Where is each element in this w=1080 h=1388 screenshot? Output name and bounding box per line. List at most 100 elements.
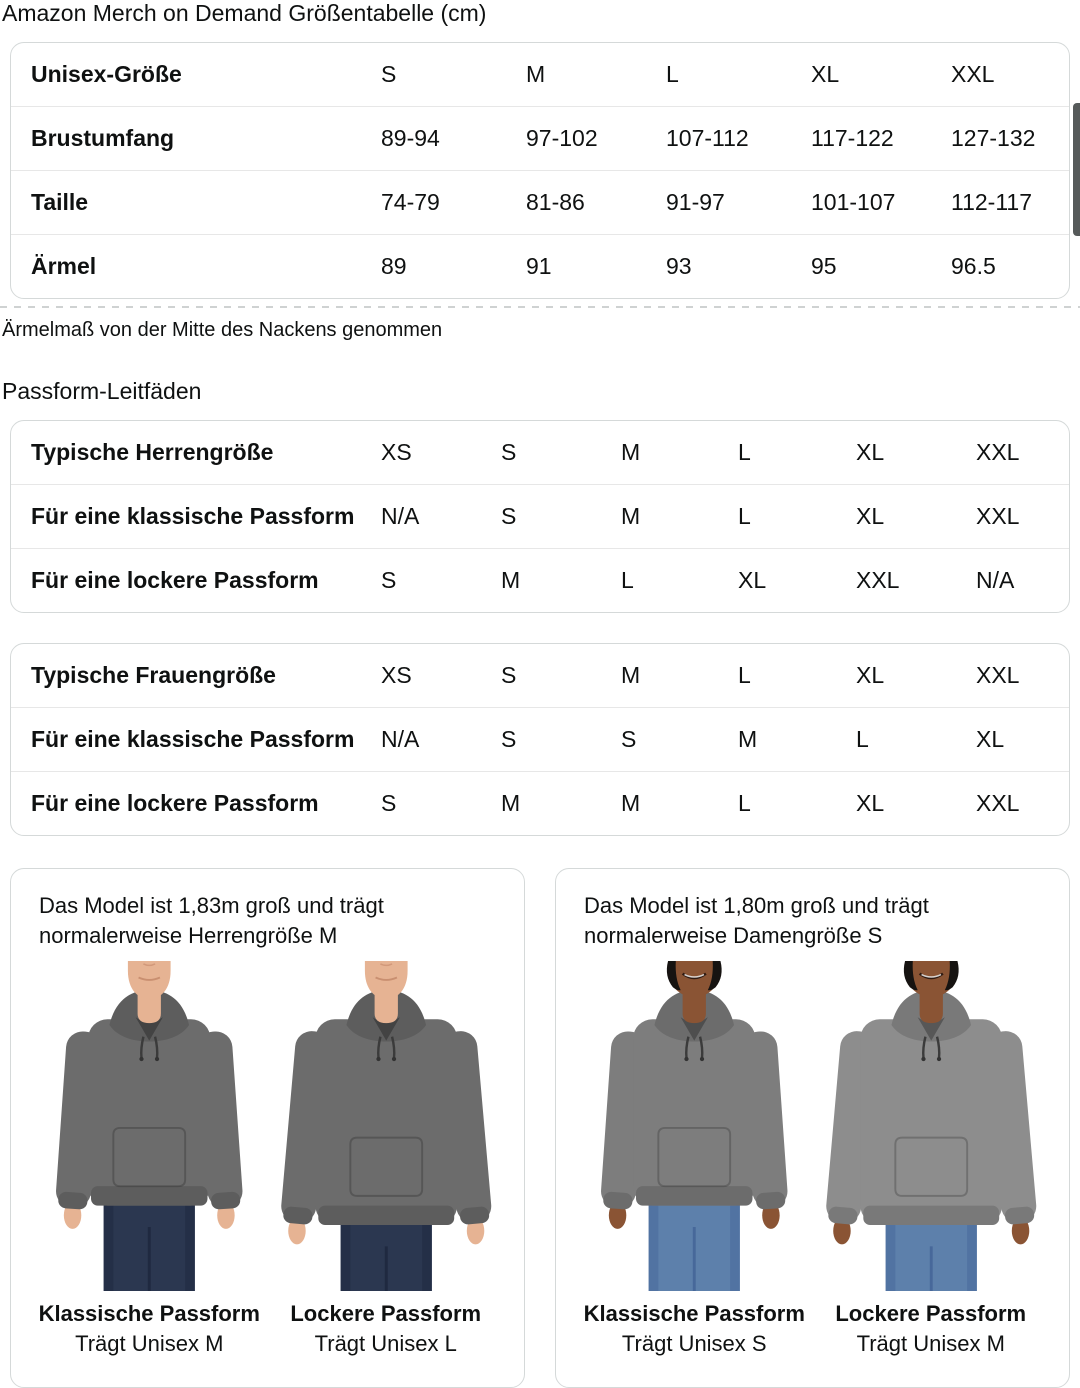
size-cell: L (738, 662, 751, 688)
model-figure: Lockere Passform Trägt Unisex M (813, 961, 1050, 1359)
size-cell: XL (856, 662, 885, 688)
size-worn-label: Trägt Unisex S (621, 1331, 767, 1356)
table-row: Taille 74-79 81-86 91-97 101-107 112-117 (11, 171, 1069, 235)
size-cell: L (738, 790, 751, 816)
model-description: Das Model ist 1,83m groß und trägt norma… (39, 893, 384, 948)
mens-fit-table: Typische Herrengröße XS S M L XL XXL Für… (10, 420, 1070, 613)
size-cell: XL (856, 503, 885, 529)
fit-label: Klassische Passform (38, 1301, 260, 1326)
size-cell: 91 (526, 253, 552, 279)
size-cell: L (738, 439, 751, 465)
model-photo-classic (31, 961, 268, 1291)
fit-guides-heading: Passform-Leitfäden (2, 378, 202, 404)
size-worn-label: Trägt Unisex M (75, 1331, 224, 1356)
size-cell: S (501, 726, 517, 752)
table-row: Für eine klassische Passform N/A S M L X… (11, 485, 1069, 549)
size-cell: M (621, 439, 641, 465)
size-cell: L (856, 726, 869, 752)
size-cell: 93 (666, 253, 692, 279)
size-cell: M (621, 662, 641, 688)
size-cell: XXL (951, 61, 995, 87)
size-worn-label: Trägt Unisex M (856, 1331, 1005, 1356)
table-row: Typische Frauengröße XS S M L XL XXL (11, 644, 1069, 708)
table-row: Typische Herrengröße XS S M L XL XXL (11, 421, 1069, 485)
size-worn-label: Trägt Unisex L (314, 1331, 457, 1356)
row-label: Typische Frauengröße (31, 662, 276, 688)
row-label: Taille (31, 189, 89, 215)
mens-model-card: Das Model ist 1,83m groß und trägt norma… (10, 868, 525, 1388)
size-cell: 97-102 (526, 125, 598, 151)
table-row: Für eine klassische Passform N/A S S M L… (11, 708, 1069, 772)
dashed-divider (0, 306, 1080, 308)
size-cell: S (381, 61, 397, 87)
size-cell: 96.5 (951, 253, 996, 279)
size-cell: L (666, 61, 679, 87)
model-photo-loose (813, 961, 1050, 1291)
table-row: Unisex-Größe S M L XL XXL (11, 43, 1069, 107)
size-cell: M (501, 567, 521, 593)
size-cell: L (621, 567, 634, 593)
size-cell: 95 (811, 253, 837, 279)
size-cell: N/A (381, 726, 420, 752)
row-label: Ärmel (31, 253, 97, 279)
model-figure: Klassische Passform Trägt Unisex M (31, 961, 268, 1359)
size-cell: XXL (976, 503, 1020, 529)
womens-model-card: Das Model ist 1,80m groß und trägt norma… (555, 868, 1070, 1388)
fit-label: Lockere Passform (835, 1301, 1027, 1326)
row-label: Für eine lockere Passform (31, 790, 319, 816)
row-label: Für eine klassische Passform (31, 503, 355, 529)
row-label: Unisex-Größe (31, 61, 182, 87)
size-cell: XL (856, 790, 885, 816)
model-photo-classic (576, 961, 813, 1291)
unisex-size-table: Unisex-Größe S M L XL XXL Brustumfang 89… (10, 42, 1070, 299)
size-cell: M (738, 726, 758, 752)
size-cell: 89 (381, 253, 407, 279)
fit-label: Klassische Passform (583, 1301, 805, 1326)
size-cell: M (526, 61, 546, 87)
table-row: Brustumfang 89-94 97-102 107-112 117-122… (11, 107, 1069, 171)
size-cell: XXL (976, 790, 1020, 816)
size-cell: S (381, 567, 397, 593)
size-cell: XL (976, 726, 1005, 752)
size-cell: XS (381, 662, 412, 688)
size-cell: 91-97 (666, 189, 725, 215)
sleeve-measure-note: Ärmelmaß von der Mitte des Nackens genom… (2, 319, 443, 341)
model-photo-loose (268, 961, 505, 1291)
row-label: Für eine klassische Passform (31, 726, 355, 752)
vertical-scrollbar-thumb[interactable] (1073, 103, 1080, 236)
size-cell: S (381, 790, 397, 816)
size-cell: XXL (976, 662, 1020, 688)
size-cell: S (501, 439, 517, 465)
size-cell: S (501, 662, 517, 688)
size-cell: M (621, 790, 641, 816)
size-cell: 89-94 (381, 125, 440, 151)
row-label: Typische Herrengröße (31, 439, 274, 465)
size-cell: 112-117 (951, 189, 1032, 215)
size-cell: M (501, 790, 521, 816)
page-title: Amazon Merch on Demand Größentabelle (cm… (2, 0, 487, 26)
size-cell: XXL (856, 567, 900, 593)
row-label: Brustumfang (31, 125, 175, 151)
size-cell: 127-132 (951, 125, 1036, 151)
size-cell: N/A (381, 503, 420, 529)
model-figure: Lockere Passform Trägt Unisex L (268, 961, 505, 1359)
size-cell: M (621, 503, 641, 529)
size-cell: N/A (976, 567, 1015, 593)
size-cell: 107-112 (666, 125, 749, 151)
row-label: Für eine lockere Passform (31, 567, 319, 593)
table-row: Für eine lockere Passform S M L XL XXL N… (11, 549, 1069, 612)
size-cell: XL (856, 439, 885, 465)
table-row: Für eine lockere Passform S M M L XL XXL (11, 772, 1069, 835)
womens-fit-table: Typische Frauengröße XS S M L XL XXL Für… (10, 643, 1070, 836)
size-cell: L (738, 503, 751, 529)
size-cell: 74-79 (381, 189, 440, 215)
size-cell: S (501, 503, 517, 529)
size-cell: 81-86 (526, 189, 585, 215)
fit-label: Lockere Passform (290, 1301, 482, 1326)
model-description: Das Model ist 1,80m groß und trägt norma… (584, 893, 929, 948)
size-cell: XL (811, 61, 840, 87)
size-cell: XXL (976, 439, 1020, 465)
size-cell: XL (738, 567, 767, 593)
size-cell: 101-107 (811, 189, 896, 215)
